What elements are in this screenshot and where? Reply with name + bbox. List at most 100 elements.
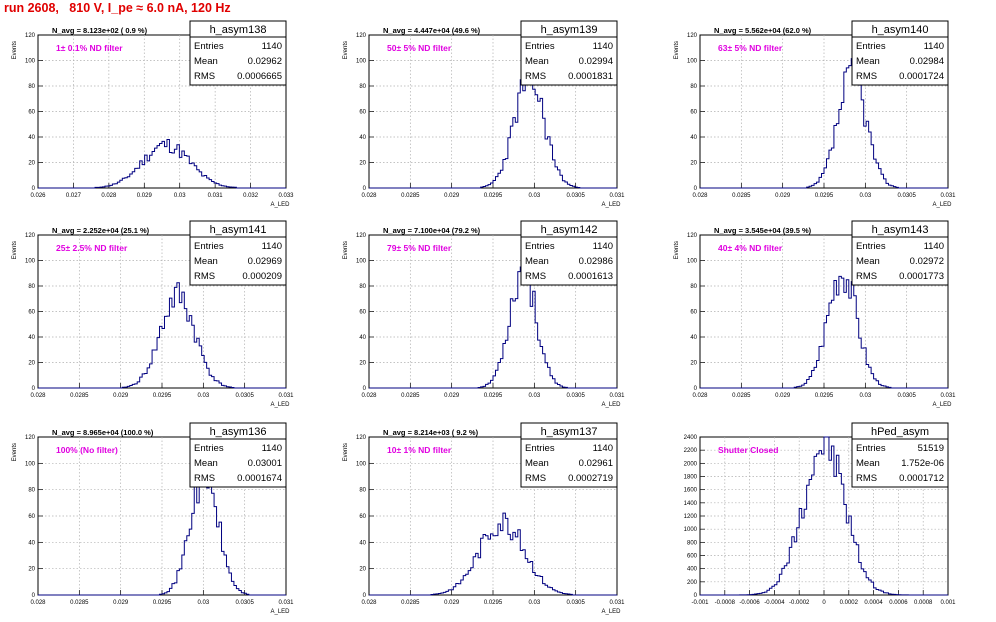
x-tick-label: 0.031 xyxy=(208,193,224,199)
y-tick-label: 100 xyxy=(25,259,36,265)
y-tick-label: 60 xyxy=(359,514,366,520)
stats-label: Entries xyxy=(856,241,886,252)
stats-label: RMS xyxy=(194,71,215,82)
stats-label: Mean xyxy=(194,458,218,469)
y-tick-label: 1000 xyxy=(684,527,698,533)
stats-label: Entries xyxy=(525,443,555,454)
x-tick-label: 0.028 xyxy=(101,193,117,199)
y-tick-label: 100 xyxy=(687,259,698,265)
y-axis-label: Events xyxy=(343,41,349,59)
x-tick-label: 0.0285 xyxy=(70,393,89,399)
x-tick-label: 0.0008 xyxy=(914,600,933,606)
y-axis-label: Events xyxy=(674,241,680,259)
y-tick-label: 60 xyxy=(28,514,35,520)
stats-value: 1140 xyxy=(924,41,944,52)
stats-value: 0.0001831 xyxy=(568,71,613,82)
histogram-series xyxy=(369,512,617,596)
y-tick-label: 20 xyxy=(690,361,697,367)
x-axis-label: A_LED xyxy=(601,402,621,408)
y-tick-label: 100 xyxy=(356,461,367,467)
y-tick-label: 120 xyxy=(25,233,36,239)
y-tick-label: 0 xyxy=(694,186,698,192)
x-tick-label: 0.03 xyxy=(528,393,540,399)
stats-box xyxy=(851,220,949,286)
histogram-panel-h_asym139: 0.028 0.0285 0.029 0.0295 0.03 0.0305 0.031 0 20… xyxy=(343,20,625,208)
run-title: run 2608, 810 V, I_pe ≈ 6.0 nA, 120 Hz xyxy=(4,1,231,15)
x-tick-label: 0.0305 xyxy=(566,600,585,606)
stats-label: Entries xyxy=(856,41,886,52)
y-tick-label: 80 xyxy=(359,284,366,290)
stats-label: Mean xyxy=(856,458,880,469)
histogram-panel-h_asym136: 0.028 0.0285 0.029 0.0295 0.03 0.0305 0.031 0 20… xyxy=(12,422,294,615)
navg-label: N_avg = 8.214e+03 ( 9.2 %) xyxy=(383,428,479,437)
histogram-name: h_asym141 xyxy=(210,224,267,236)
stats-value: 0.0001613 xyxy=(568,271,613,282)
histogram-series xyxy=(369,266,617,389)
x-tick-label: 0.029 xyxy=(113,393,129,399)
y-tick-label: 80 xyxy=(28,488,35,494)
x-tick-label: 0.029 xyxy=(113,600,129,606)
y-tick-label: 1400 xyxy=(684,501,698,507)
y-tick-label: 60 xyxy=(359,110,366,116)
x-tick-label: 0.029 xyxy=(444,600,460,606)
y-tick-label: 100 xyxy=(356,259,367,265)
navg-label: N_avg = 2.252e+04 (25.1 %) xyxy=(52,226,150,235)
x-tick-label: 0.0285 xyxy=(401,393,420,399)
filter-annotation: 50± 5% ND filter xyxy=(387,43,452,53)
y-tick-label: 100 xyxy=(25,461,36,467)
stats-label: RMS xyxy=(194,473,215,484)
x-tick-label: 0.031 xyxy=(940,193,956,199)
x-tick-label: 0.0285 xyxy=(401,193,420,199)
y-axis-label: Events xyxy=(343,443,349,461)
x-tick-label: 0.0305 xyxy=(566,393,585,399)
y-tick-label: 40 xyxy=(359,135,366,141)
x-tick-label: 0.032 xyxy=(243,193,259,199)
x-tick-label: 0.03 xyxy=(528,193,540,199)
x-tick-label: 0.031 xyxy=(278,393,294,399)
y-tick-label: 60 xyxy=(690,110,697,116)
stats-label: RMS xyxy=(525,71,546,82)
histogram-series xyxy=(38,282,286,389)
x-tick-label: 0.028 xyxy=(30,393,46,399)
y-tick-label: 400 xyxy=(687,567,698,573)
histogram-panel-h_asym137: 0.028 0.0285 0.029 0.0295 0.03 0.0305 0.031 0 20… xyxy=(343,422,625,615)
y-tick-label: 20 xyxy=(359,361,366,367)
histogram-name: h_asym142 xyxy=(541,224,598,236)
stats-value: 0.02986 xyxy=(579,256,613,267)
stats-value: 0.03001 xyxy=(248,458,282,469)
y-tick-label: 2400 xyxy=(684,435,698,441)
x-tick-label: 0.0006 xyxy=(889,600,908,606)
y-tick-label: 100 xyxy=(687,59,698,65)
stats-box xyxy=(189,422,287,488)
histogram-series xyxy=(38,139,286,189)
y-tick-label: 120 xyxy=(356,435,367,441)
x-tick-label: 0.0295 xyxy=(815,393,834,399)
navg-label: N_avg = 5.562e+04 (62.0 %) xyxy=(714,26,812,35)
y-tick-label: 120 xyxy=(687,33,698,39)
stats-label: Mean xyxy=(856,256,880,267)
x-tick-label: 0.028 xyxy=(692,393,708,399)
stats-label: Mean xyxy=(525,458,549,469)
y-tick-label: 20 xyxy=(28,567,35,573)
histogram-panel-h_asym142: 0.028 0.0285 0.029 0.0295 0.03 0.0305 0.031 0 20… xyxy=(343,220,625,408)
x-tick-label: -0.0006 xyxy=(739,600,760,606)
x-tick-label: 0.033 xyxy=(278,193,294,199)
x-tick-label: 0.0002 xyxy=(840,600,859,606)
x-tick-label: 0.027 xyxy=(66,193,82,199)
stats-value: 1140 xyxy=(262,241,282,252)
stats-box xyxy=(520,220,618,286)
y-tick-label: 80 xyxy=(690,84,697,90)
navg-label: N_avg = 8.123e+02 ( 0.9 %) xyxy=(52,26,148,35)
y-tick-label: 40 xyxy=(359,540,366,546)
y-tick-label: 200 xyxy=(687,580,698,586)
y-tick-label: 1200 xyxy=(684,514,698,520)
y-tick-label: 2200 xyxy=(684,448,698,454)
stats-value: 0.02972 xyxy=(910,256,944,267)
x-tick-label: 0.031 xyxy=(609,393,625,399)
x-tick-label: 0.0305 xyxy=(566,193,585,199)
stats-value: 0.0006665 xyxy=(237,71,282,82)
x-tick-label: 0.031 xyxy=(609,600,625,606)
histogram-name: hPed_asym xyxy=(871,426,929,438)
y-tick-label: 800 xyxy=(687,540,698,546)
y-tick-label: 80 xyxy=(359,84,366,90)
